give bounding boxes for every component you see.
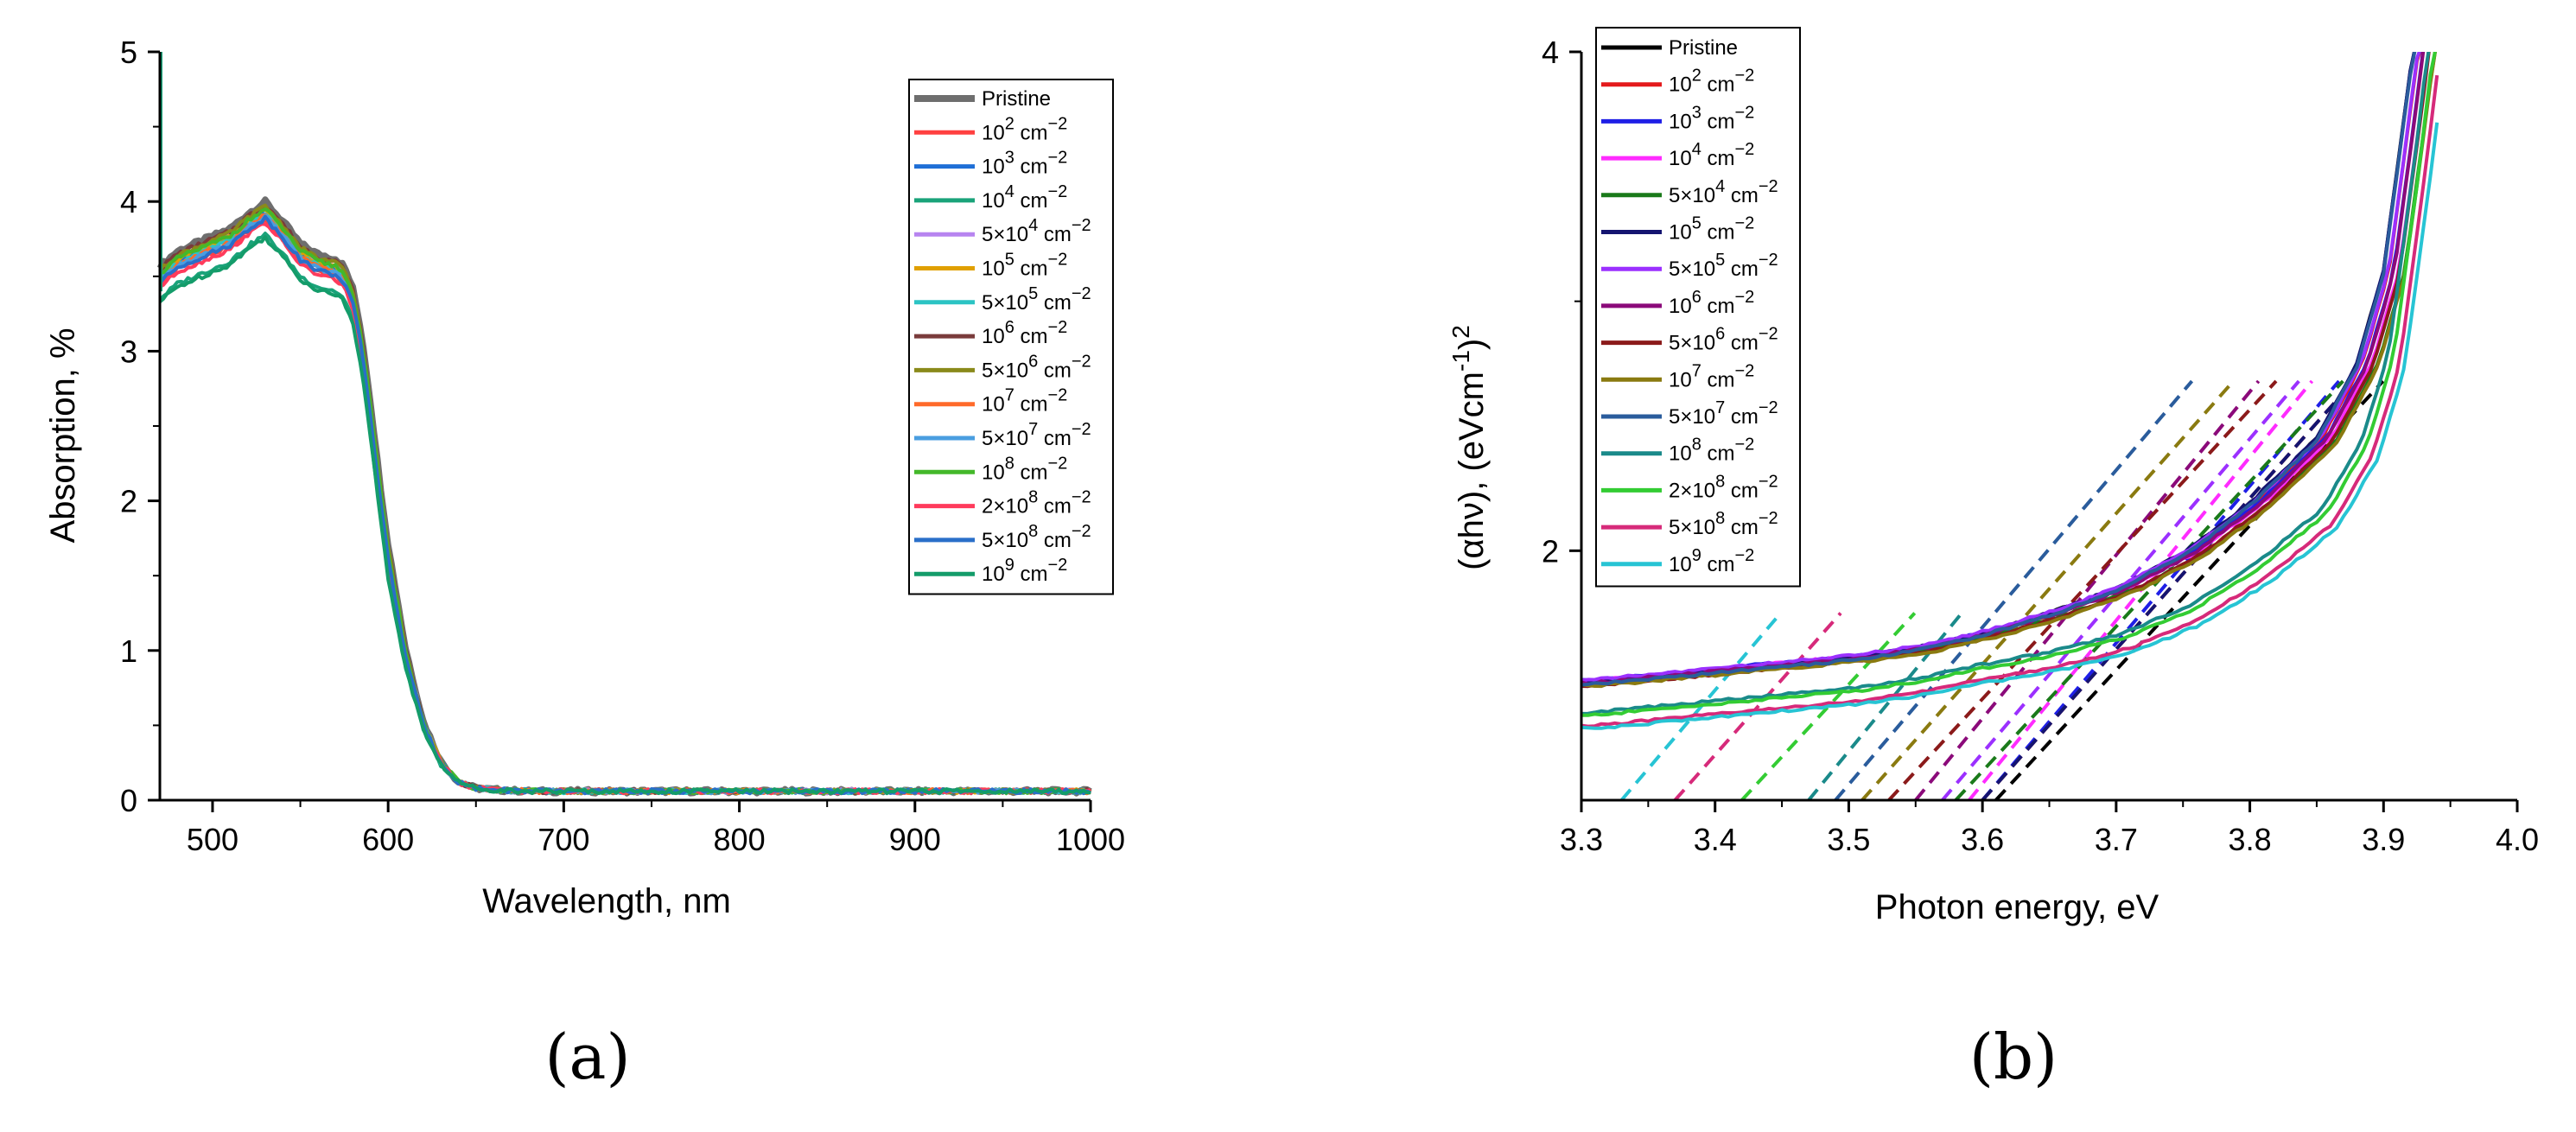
panel-a-legend-label: 109 cm−2	[982, 556, 1067, 586]
panel-a-legend-label: 107 cm−2	[982, 386, 1067, 417]
panel-b-series-line	[1581, 52, 2437, 717]
panel-b-legend-label: 2×108 cm−2	[1669, 472, 1778, 502]
panel-a-x-tick-label: 600	[362, 822, 414, 857]
panel-a-label: (a)	[544, 1021, 630, 1093]
panel-a-x-tick-label: 1000	[1056, 822, 1125, 857]
panel-b-legend-label: 102 cm−2	[1669, 67, 1754, 97]
panel-a-legend-label: 106 cm−2	[982, 318, 1067, 348]
panel-b-y-label-mid: )	[1453, 339, 1491, 350]
panel-b-y-tick-label: 4	[1542, 35, 1559, 70]
panel-b-axes: 3.3 3.4 3.5 3.6 3.7 3.8 3.9 4.0 2 4	[1542, 35, 2539, 857]
panel-b-legend-label: 105 cm−2	[1669, 214, 1754, 245]
panel-b-fit-line	[1954, 379, 2344, 800]
panel-b-x-tick-label: 3.4	[1694, 822, 1737, 857]
panel-a-y-tick-label: 2	[120, 484, 137, 519]
panel-b-legend-label: Pristine	[1669, 36, 1738, 60]
panel-a-y-tick-label: 5	[120, 35, 137, 70]
panel-b-legend-label: 5×105 cm−2	[1669, 251, 1778, 281]
panel-b-chart: 3.3 3.4 3.5 3.6 3.7 3.8 3.9 4.0 2 4 Photon energy…	[1447, 27, 2539, 926]
panel-a-legend-label: 5×107 cm−2	[982, 420, 1091, 450]
panel-a-x-axis-label: Wavelength, nm	[482, 882, 731, 920]
panel-b-x-tick-label: 3.6	[1961, 822, 2004, 857]
panel-b-legend: Pristine 102 cm−2 103 cm−2 104 cm−2 5×104 cm…	[1595, 27, 1801, 588]
panel-b-x-axis-label: Photon energy, eV	[1875, 888, 2159, 926]
panel-b-x-tick-label: 3.3	[1560, 822, 1603, 857]
panel-a-y-tick-label: 4	[120, 184, 137, 219]
panel-a-legend-label: 2×108 cm−2	[982, 488, 1091, 518]
panel-b-x-tick-label: 3.5	[1827, 822, 1870, 857]
panel-a-legend-label: 5×106 cm−2	[982, 352, 1091, 382]
panel-b-legend-label: 104 cm−2	[1669, 140, 1754, 170]
panel-b-legend-label: 5×106 cm−2	[1669, 325, 1778, 355]
panel-b-fit-line	[1860, 379, 2236, 800]
panel-b-series-line	[1581, 52, 2431, 715]
panel-a-y-axis-label: Absorption, %	[44, 328, 82, 543]
panel-b-series-line	[1581, 52, 2438, 689]
panel-b-legend-label: 107 cm−2	[1669, 361, 1754, 391]
panel-b-legend-label: 103 cm−2	[1669, 103, 1754, 133]
panel-a-x-tick-label: 800	[714, 822, 766, 857]
panel-b-y-label-prefix: (αhν), (eVcm	[1453, 372, 1491, 570]
panel-a-y-tick-label: 3	[120, 334, 137, 369]
panel-b-y-label-exp1: -1	[1447, 350, 1474, 372]
panel-b-y-tick-label: 2	[1542, 533, 1559, 569]
panel-b-series-line	[1581, 74, 2439, 728]
panel-b-series-line	[1581, 122, 2439, 730]
panel-a-legend-label: 105 cm−2	[982, 251, 1067, 281]
panel-a-legend-label: 103 cm−2	[982, 149, 1067, 179]
panel-b-legend-label: 106 cm−2	[1669, 288, 1754, 318]
panel-a-legend-label: 5×104 cm−2	[982, 216, 1091, 246]
panel-a-y-tick-label: 0	[120, 783, 137, 818]
panel-b-legend-label: 108 cm−2	[1669, 436, 1754, 466]
panel-b-fit-line	[1740, 612, 1917, 800]
panel-a-x-tick-label: 500	[187, 822, 239, 857]
panel-b-plot-area	[1581, 52, 2439, 800]
panel-b-fit-line	[1981, 379, 2356, 800]
panel-b-label: (b)	[1969, 1021, 2058, 1093]
panel-b-legend-label: 109 cm−2	[1669, 546, 1754, 576]
panel-a-series-line	[158, 235, 1091, 796]
panel-a-chart: 500 600 700 800 900 1000 0 1 2 3 4 5 Wavelength, nm…	[44, 35, 1125, 920]
panel-a-axes: 500 600 700 800 900 1000 0 1 2 3 4 5	[120, 35, 1125, 857]
panel-a-y-tick-label: 1	[120, 633, 137, 669]
panel-a-legend-label: 5×105 cm−2	[982, 284, 1091, 315]
panel-b-fit-line	[1834, 379, 2194, 800]
panel-a-legend-label: 104 cm−2	[982, 182, 1067, 213]
panel-b-fit-line	[1887, 379, 2278, 800]
panel-a-x-tick-label: 700	[537, 822, 589, 857]
panel-b-x-tick-label: 3.9	[2362, 822, 2405, 857]
panel-a-legend-label: 108 cm−2	[982, 454, 1067, 484]
panel-b-fit-line	[1673, 612, 1842, 800]
panel-b-legend-label: 5×107 cm−2	[1669, 398, 1778, 429]
panel-a-legend-label: 5×108 cm−2	[982, 522, 1091, 552]
panel-b-legend-label: 5×108 cm−2	[1669, 509, 1778, 539]
panel-b-y-axis-label: (αhν), (eVcm-1)2	[1447, 325, 1491, 570]
panel-a-series-group	[156, 52, 1092, 797]
panel-b-legend-label: 5×104 cm−2	[1669, 177, 1778, 207]
panel-b-series-group	[1581, 52, 2439, 800]
panel-b-fit-line	[1807, 612, 1963, 800]
panel-a-x-tick-label: 900	[889, 822, 941, 857]
panel-b-fit-line	[1914, 379, 2261, 800]
panel-a-legend-label: 102 cm−2	[982, 114, 1067, 144]
panel-b-y-label-exp2: 2	[1447, 325, 1474, 339]
panel-b-x-tick-label: 4.0	[2496, 822, 2539, 857]
panel-b-x-tick-label: 3.8	[2229, 822, 2272, 857]
panel-a-legend-label: Pristine	[982, 87, 1051, 111]
panel-b-series-line	[1581, 52, 2417, 687]
panel-b-x-tick-label: 3.7	[2095, 822, 2138, 857]
